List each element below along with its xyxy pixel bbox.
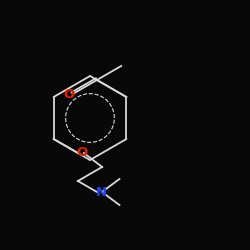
Text: O: O [63,88,74,101]
Text: N: N [95,186,106,198]
Text: O: O [76,146,88,160]
